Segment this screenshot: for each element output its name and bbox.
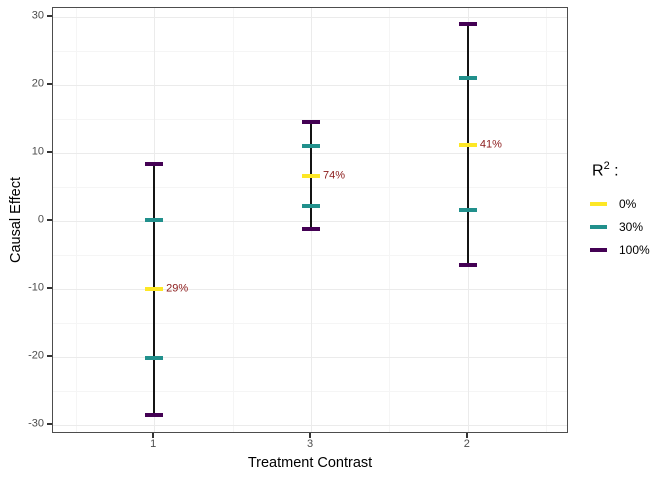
crossbar-100-upper <box>145 161 164 166</box>
y-tick-label: 0 <box>37 213 44 226</box>
gridline-minor-v <box>232 8 234 432</box>
y-tick-label: 10 <box>31 145 44 158</box>
crossbar-30-upper <box>145 217 164 222</box>
crossbar-30-upper <box>458 76 477 81</box>
y-axis-tick <box>47 83 52 85</box>
legend-item-label: 0% <box>619 196 637 211</box>
y-axis-tick <box>47 15 52 17</box>
crossbar-estimate <box>302 174 320 179</box>
crossbar-100-upper <box>302 119 320 124</box>
gridline-minor-v <box>389 8 391 432</box>
x-tick-label: 3 <box>306 438 314 450</box>
legend-item-label: 100% <box>619 242 650 257</box>
legend: R2 : 0% 30% 100% <box>590 160 670 261</box>
legend-item: 0% <box>590 192 670 215</box>
y-tick-label: -20 <box>28 349 44 362</box>
estimate-label: 74% <box>323 169 346 182</box>
legend-title-base: R <box>592 162 604 180</box>
legend-key-icon <box>590 224 607 229</box>
x-tick-label: 2 <box>463 438 470 450</box>
gridline-minor-v <box>546 8 548 432</box>
gridline-major-h <box>53 152 567 154</box>
x-tick-label: 1 <box>150 438 157 450</box>
x-axis-tick <box>309 433 311 438</box>
x-axis-tick <box>466 433 468 438</box>
estimate-label: 29% <box>166 282 189 295</box>
gridline-major-h <box>53 357 567 359</box>
y-tick-label: 20 <box>31 77 44 90</box>
legend-item: 30% <box>590 215 670 238</box>
y-axis-tick <box>47 423 52 425</box>
x-axis-title: Treatment Contrast <box>247 455 373 471</box>
crossbar-30-lower <box>145 356 164 361</box>
gridline-major-h <box>53 221 567 222</box>
legend-item-label: 30% <box>619 219 644 234</box>
crossbar-30-lower <box>458 208 477 213</box>
y-axis-tick <box>47 287 52 289</box>
y-axis-tick <box>47 355 52 357</box>
y-tick-label: -10 <box>28 281 44 294</box>
estimate-label: 41% <box>479 138 502 151</box>
gridline-minor-h <box>53 255 567 257</box>
crossbar-30-lower <box>302 204 320 209</box>
legend-key-icon <box>590 201 607 206</box>
crossbar-30-upper <box>302 144 320 149</box>
y-tick-label: 30 <box>31 9 44 22</box>
crossbar-estimate <box>145 287 164 292</box>
plot-panel: 29% 74% 41% <box>52 7 568 433</box>
gridline-minor-h <box>53 118 567 120</box>
legend-title-superscript: 2 <box>603 160 610 172</box>
y-axis-tick <box>47 219 52 221</box>
legend-items: 0% 30% 100% <box>590 192 670 261</box>
gridline-minor-h <box>53 323 567 325</box>
crossbar-100-lower <box>145 412 164 417</box>
gridline-major-h <box>53 84 567 86</box>
crossbar-100-upper <box>458 21 477 26</box>
legend-key-icon <box>590 247 607 252</box>
crossbar-100-lower <box>458 262 477 267</box>
gridline-minor-v <box>75 8 77 432</box>
gridline-minor-h <box>53 50 567 52</box>
legend-title: R2 : <box>592 160 670 180</box>
gridline-major-h <box>53 425 567 427</box>
x-axis-tick <box>152 433 154 438</box>
gridline-minor-h <box>53 391 567 393</box>
gridline-minor-h <box>53 186 567 188</box>
crossbar-estimate <box>458 142 477 147</box>
legend-item: 100% <box>590 238 670 261</box>
gridline-major-h <box>53 16 567 18</box>
legend-title-separator: : <box>609 162 619 180</box>
gridline-major-h <box>53 289 567 291</box>
crossbar-100-lower <box>302 227 320 232</box>
y-tick-label: -30 <box>28 417 44 430</box>
y-axis-tick <box>47 151 52 153</box>
